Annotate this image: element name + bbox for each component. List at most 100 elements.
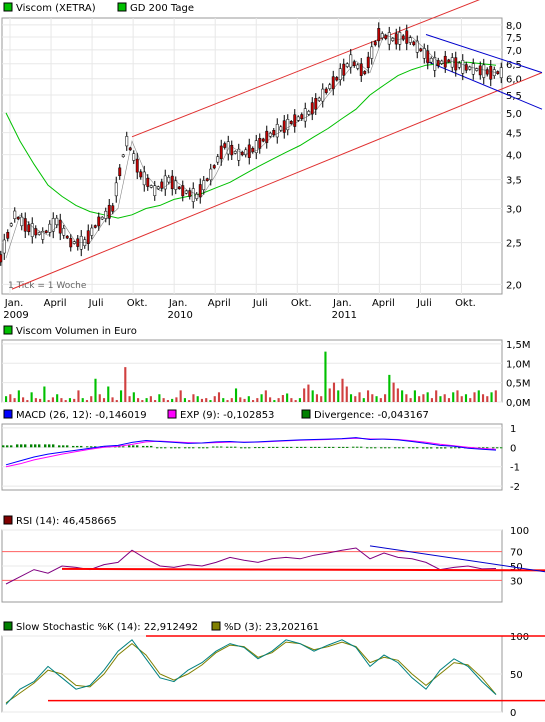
divergence-bar xyxy=(324,446,327,448)
volume-bar xyxy=(98,394,101,402)
legend-swatch-gd200 xyxy=(117,2,127,12)
volume-panel-frame xyxy=(1,339,503,403)
volume-bar xyxy=(281,395,284,402)
divergence-bar xyxy=(416,447,419,449)
divergence-bar xyxy=(122,446,125,448)
divergence-bar xyxy=(178,447,181,449)
divergence-bar xyxy=(388,447,391,449)
divergence-bar xyxy=(188,447,191,449)
legend-swatch-stoch-d xyxy=(211,621,221,631)
candle-body xyxy=(44,230,48,233)
macd-panel-frame xyxy=(1,423,503,491)
price-y-tick-label: 4,5 xyxy=(506,129,522,140)
volume-bar xyxy=(128,396,131,402)
volume-bar xyxy=(252,400,255,402)
divergence-bar xyxy=(412,447,415,449)
candle-body xyxy=(170,175,174,190)
volume-bar xyxy=(73,398,76,402)
divergence-bar xyxy=(352,446,355,448)
candle-body xyxy=(314,98,318,110)
candle-body xyxy=(114,182,118,197)
candle-body xyxy=(233,151,237,154)
divergence-bar xyxy=(2,445,5,448)
price-x-tick-label: April xyxy=(44,298,67,309)
price-x-year-label: 2010 xyxy=(167,310,192,321)
volume-bar xyxy=(439,396,442,402)
candle-body xyxy=(0,254,3,263)
price-x-year-label: 2011 xyxy=(332,310,357,321)
divergence-bar xyxy=(48,444,51,448)
price-y-tick-label: 7,5 xyxy=(506,33,522,44)
candle-body xyxy=(485,69,489,75)
divergence-bar xyxy=(94,446,97,448)
divergence-bar xyxy=(248,447,251,449)
candle-body xyxy=(139,171,143,178)
candle-body xyxy=(13,210,17,219)
volume-bar xyxy=(315,394,319,402)
divergence-bar xyxy=(486,447,489,449)
rsi-support-line xyxy=(61,567,545,572)
candle-body xyxy=(219,145,223,160)
divergence-bar xyxy=(356,446,359,448)
gd200-line xyxy=(5,61,497,219)
volume-bar xyxy=(56,394,59,402)
volume-bar xyxy=(239,397,242,402)
candle-body xyxy=(16,216,20,220)
price-candles xyxy=(0,22,503,266)
macd-y-tick-label: 0 xyxy=(510,443,516,454)
volume-bar xyxy=(443,394,446,402)
candle-body xyxy=(202,180,206,191)
volume-bar xyxy=(307,384,310,402)
candle-body xyxy=(454,57,458,71)
volume-bar xyxy=(426,392,429,402)
divergence-bar xyxy=(52,444,55,448)
volume-bar xyxy=(132,392,135,402)
divergence-bar xyxy=(430,447,433,449)
divergence-bar xyxy=(366,447,369,449)
divergence-bar xyxy=(370,447,373,449)
price-x-tick-label: April xyxy=(372,298,395,309)
candle-body xyxy=(275,124,279,138)
divergence-bar xyxy=(164,447,167,449)
volume-bar xyxy=(13,398,16,402)
candle-body xyxy=(132,153,136,161)
volume-bar xyxy=(222,398,225,402)
divergence-bar xyxy=(86,446,89,448)
divergence-bar xyxy=(24,444,27,448)
divergence-bar xyxy=(212,446,215,448)
divergence-bar xyxy=(184,447,187,449)
volume-bar xyxy=(324,351,327,402)
divergence-bar xyxy=(220,446,223,448)
divergence-bar xyxy=(276,446,279,448)
price-line xyxy=(5,34,497,259)
stoch-y-tick-label: 50 xyxy=(510,670,523,681)
divergence-bar xyxy=(234,446,237,448)
candle-body xyxy=(163,175,167,190)
candle-body xyxy=(359,63,363,76)
volume-bar xyxy=(141,400,144,402)
candle-body xyxy=(184,190,188,194)
candle-body xyxy=(296,116,300,121)
candle-body xyxy=(247,144,251,158)
candle-body xyxy=(366,56,370,69)
price-x-tick-label: April xyxy=(208,298,231,309)
candle-body xyxy=(2,239,6,254)
volume-bar xyxy=(166,400,169,402)
volume-bar xyxy=(111,397,114,402)
candle-body xyxy=(317,97,321,101)
candle-body xyxy=(212,165,216,169)
candle-body xyxy=(6,232,10,239)
volume-bar xyxy=(47,400,50,402)
volume-bar xyxy=(337,390,340,402)
volume-bar xyxy=(447,398,451,402)
divergence-bar xyxy=(374,447,377,449)
price-y-tick-label: 6,0 xyxy=(506,75,522,86)
divergence-bar xyxy=(76,445,79,448)
volume-bar xyxy=(94,378,97,402)
legend-swatch-volume xyxy=(3,325,13,335)
volume-bar xyxy=(64,400,67,402)
divergence-bar xyxy=(192,447,195,449)
candle-body xyxy=(86,230,90,244)
volume-bar xyxy=(371,394,374,402)
divergence-bar xyxy=(422,447,425,449)
